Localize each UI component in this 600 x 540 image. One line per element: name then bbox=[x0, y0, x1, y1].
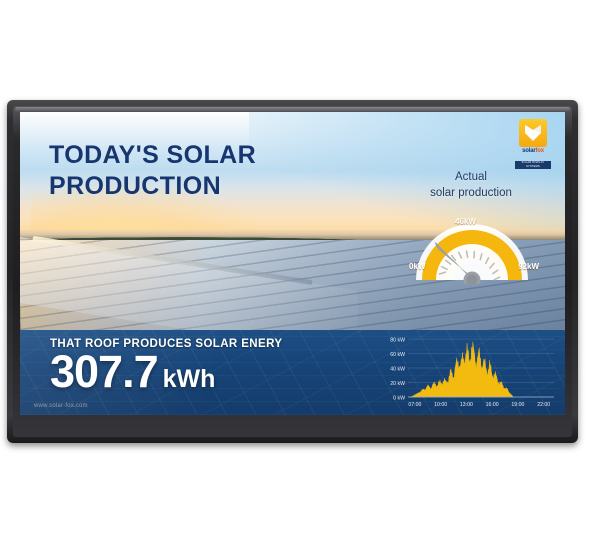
svg-text:22:00: 22:00 bbox=[537, 402, 550, 408]
energy-kpi: THAT ROOF PRODUCES SOLAR ENERY 307.7 kWh bbox=[50, 338, 282, 395]
svg-text:16:00: 16:00 bbox=[486, 402, 499, 408]
gauge-max-label: 92kW bbox=[518, 262, 539, 271]
wall-display-monitor: TODAY'S SOLAR PRODUCTION solarfox SOLAR … bbox=[7, 100, 578, 443]
kpi-label: THAT ROOF PRODUCES SOLAR ENERY bbox=[50, 338, 283, 350]
page-title-line-2: PRODUCTION bbox=[49, 171, 222, 200]
kpi-value-row: 307.7 kWh bbox=[50, 348, 282, 395]
gauge-mid-label: 46kW bbox=[455, 217, 476, 226]
solar-production-gauge: Actual solar production bbox=[386, 170, 556, 284]
logo-word-fox: fox bbox=[535, 148, 544, 154]
svg-text:80 kW: 80 kW bbox=[390, 338, 405, 344]
svg-text:20 kW: 20 kW bbox=[390, 381, 405, 387]
logo-box-icon bbox=[519, 119, 547, 147]
kpi-banner: THAT ROOF PRODUCES SOLAR ENERY 307.7 kWh … bbox=[20, 330, 565, 415]
display-screen[interactable]: TODAY'S SOLAR PRODUCTION solarfox SOLAR … bbox=[20, 112, 565, 415]
svg-text:40 kW: 40 kW bbox=[390, 367, 405, 373]
logo-word-solar: solar bbox=[522, 148, 536, 154]
daily-production-chart: 0 kW 20 kW 40 kW 60 kW 80 kW 07:00 10:00 13:00 1… bbox=[378, 333, 558, 413]
svg-text:10:00: 10:00 bbox=[434, 402, 447, 408]
svg-text:60 kW: 60 kW bbox=[390, 352, 405, 358]
gauge-min-label: 0kW bbox=[409, 262, 426, 271]
svg-text:0 kW: 0 kW bbox=[393, 396, 405, 402]
gauge-caption: Actual solar production bbox=[386, 170, 556, 201]
gauge-dial: 0kW 46kW 92kW bbox=[409, 214, 539, 284]
sky-blue-overlay bbox=[248, 112, 565, 230]
kpi-value: 307.7 bbox=[50, 346, 159, 397]
gauge-caption-line-1: Actual bbox=[455, 171, 487, 183]
kpi-unit: kWh bbox=[162, 365, 216, 393]
page-title-line-1: TODAY'S SOLAR bbox=[49, 141, 257, 169]
page-title: TODAY'S SOLAR PRODUCTION bbox=[49, 140, 349, 201]
svg-text:13:00: 13:00 bbox=[460, 402, 473, 408]
svg-text:19:00: 19:00 bbox=[511, 402, 524, 408]
solar-farm-photo bbox=[20, 112, 565, 330]
logo-tagline: SOLAR DISPLAY SYSTEMS bbox=[515, 161, 551, 169]
svg-text:07:00: 07:00 bbox=[408, 402, 421, 408]
watermark: www.solar-fox.com bbox=[34, 403, 88, 409]
solarfox-logo: solarfox SOLAR DISPLAY SYSTEMS bbox=[515, 119, 551, 172]
logo-wordmark: solarfox bbox=[515, 148, 551, 154]
gauge-caption-line-2: solar production bbox=[430, 186, 512, 199]
